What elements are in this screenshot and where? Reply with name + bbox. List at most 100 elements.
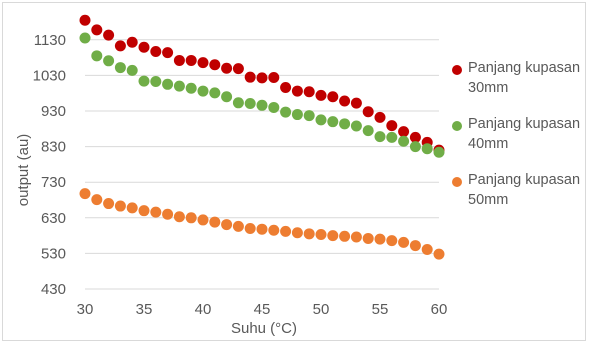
data-points: [79, 14, 445, 260]
data-point-series-2: [280, 225, 292, 237]
data-point-series-0: [197, 57, 209, 69]
data-point-series-0: [280, 82, 292, 94]
data-point-series-2: [433, 248, 445, 260]
data-point-series-1: [79, 32, 91, 44]
data-point-series-2: [114, 200, 126, 212]
data-point-series-1: [327, 116, 339, 128]
data-point-series-0: [103, 29, 115, 41]
data-point-series-1: [362, 125, 374, 137]
data-point-series-0: [209, 59, 221, 71]
y-axis-title: output (au): [15, 134, 32, 207]
data-point-series-0: [150, 46, 162, 58]
data-point-series-1: [268, 101, 280, 113]
data-point-series-1: [350, 120, 362, 132]
data-point-series-0: [409, 131, 421, 143]
data-point-series-0: [221, 62, 233, 74]
data-point-series-1: [433, 146, 445, 158]
legend-marker-40mm: [452, 121, 462, 131]
data-point-series-2: [197, 214, 209, 226]
x-tick-label: 55: [372, 301, 389, 318]
data-point-series-0: [303, 86, 315, 98]
x-tick-labels: 30 35 40 45 50 55 60: [77, 301, 448, 318]
legend-label-40mm: Panjang kupasan 40mm: [468, 116, 581, 152]
data-point-series-2: [398, 236, 410, 248]
data-point-series-2: [339, 230, 351, 242]
data-point-series-2: [244, 222, 256, 234]
data-point-series-1: [232, 97, 244, 109]
data-point-series-1: [185, 82, 197, 94]
data-point-series-2: [291, 227, 303, 239]
data-point-series-2: [138, 205, 150, 217]
data-point-series-2: [232, 220, 244, 232]
data-point-series-1: [280, 106, 292, 118]
data-point-series-1: [197, 85, 209, 97]
data-point-series-2: [362, 232, 374, 244]
data-point-series-1: [398, 135, 410, 147]
data-point-series-2: [327, 230, 339, 242]
data-point-series-1: [374, 131, 386, 143]
data-point-series-0: [114, 40, 126, 52]
data-point-series-0: [398, 126, 410, 138]
legend-item-40mm: Panjang kupasan 40mm: [452, 114, 586, 170]
data-point-series-1: [162, 78, 174, 90]
y-tick-label: 530: [41, 245, 66, 262]
data-point-series-2: [268, 224, 280, 236]
data-point-series-0: [362, 106, 374, 118]
data-point-series-0: [162, 47, 174, 59]
data-point-series-2: [126, 202, 138, 214]
data-point-series-0: [126, 36, 138, 48]
data-point-series-0: [386, 120, 398, 132]
data-point-series-2: [79, 188, 91, 200]
x-tick-label: 45: [254, 301, 271, 318]
data-point-series-1: [315, 114, 327, 126]
legend-label-50mm: Panjang kupasan 50mm: [468, 172, 581, 208]
x-tick-label: 50: [313, 301, 330, 318]
data-point-series-0: [91, 24, 103, 36]
data-point-series-0: [268, 72, 280, 84]
data-point-series-1: [209, 87, 221, 99]
data-point-series-2: [185, 212, 197, 224]
data-point-series-2: [91, 194, 103, 206]
data-point-series-2: [374, 233, 386, 245]
data-point-series-1: [173, 80, 185, 92]
y-tick-label: 930: [41, 103, 66, 120]
data-point-series-0: [256, 72, 268, 84]
data-point-series-0: [244, 71, 256, 83]
data-point-series-1: [126, 64, 138, 76]
data-point-series-1: [303, 110, 315, 122]
data-point-series-2: [409, 240, 421, 252]
legend-item-50mm: Panjang kupasan 50mm: [452, 170, 586, 226]
data-point-series-1: [386, 131, 398, 143]
data-point-series-0: [350, 97, 362, 109]
x-tick-label: 30: [77, 301, 94, 318]
legend-label-30mm: Panjang kupasan 30mm: [468, 60, 581, 96]
data-point-series-1: [138, 75, 150, 87]
data-point-series-2: [256, 223, 268, 235]
data-point-series-1: [421, 143, 433, 155]
data-point-series-0: [327, 91, 339, 103]
data-point-series-0: [138, 41, 150, 53]
x-axis-title: Suhu (°C): [231, 320, 297, 337]
data-point-series-0: [374, 111, 386, 123]
x-tick-label: 40: [195, 301, 212, 318]
legend-marker-30mm: [452, 65, 462, 75]
data-point-series-1: [114, 62, 126, 74]
y-tick-label: 630: [41, 210, 66, 227]
data-point-series-0: [315, 89, 327, 101]
data-point-series-2: [303, 228, 315, 240]
data-point-series-1: [103, 55, 115, 67]
data-point-series-0: [79, 14, 91, 26]
data-point-series-2: [173, 211, 185, 223]
data-point-series-1: [339, 118, 351, 130]
data-point-series-2: [162, 208, 174, 220]
data-point-series-1: [150, 75, 162, 87]
legend-marker-50mm: [452, 177, 462, 187]
data-point-series-2: [150, 206, 162, 218]
data-point-series-2: [315, 229, 327, 241]
legend: Panjang kupasan 30mm Panjang kupasan 40m…: [452, 58, 586, 226]
data-point-series-2: [350, 231, 362, 243]
data-point-series-2: [209, 216, 221, 228]
data-point-series-0: [232, 63, 244, 75]
x-tick-label: 60: [431, 301, 448, 318]
